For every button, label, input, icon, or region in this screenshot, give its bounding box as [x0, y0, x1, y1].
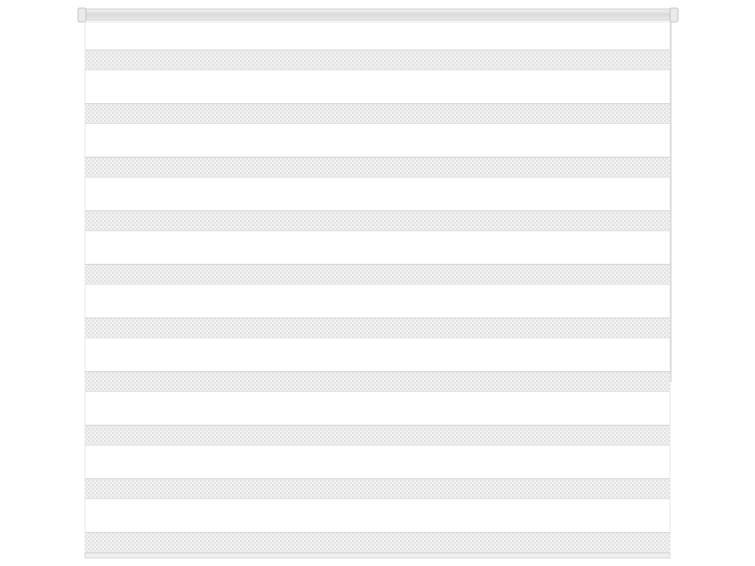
mesh-band	[85, 210, 670, 231]
bottom-rail	[84, 552, 671, 559]
mesh-band	[85, 264, 670, 285]
bracket-left	[77, 7, 87, 23]
mesh-bands	[85, 49, 670, 553]
head-rail	[83, 8, 673, 21]
mesh-band	[85, 157, 670, 178]
mesh-band	[85, 478, 670, 499]
fabric	[84, 21, 671, 557]
mesh-band	[85, 103, 670, 124]
mesh-band	[85, 532, 670, 553]
mesh-band	[85, 50, 670, 70]
mesh-band	[85, 371, 670, 392]
mesh-band	[85, 318, 670, 338]
mesh-band	[85, 425, 670, 446]
bracket-right	[669, 7, 679, 23]
